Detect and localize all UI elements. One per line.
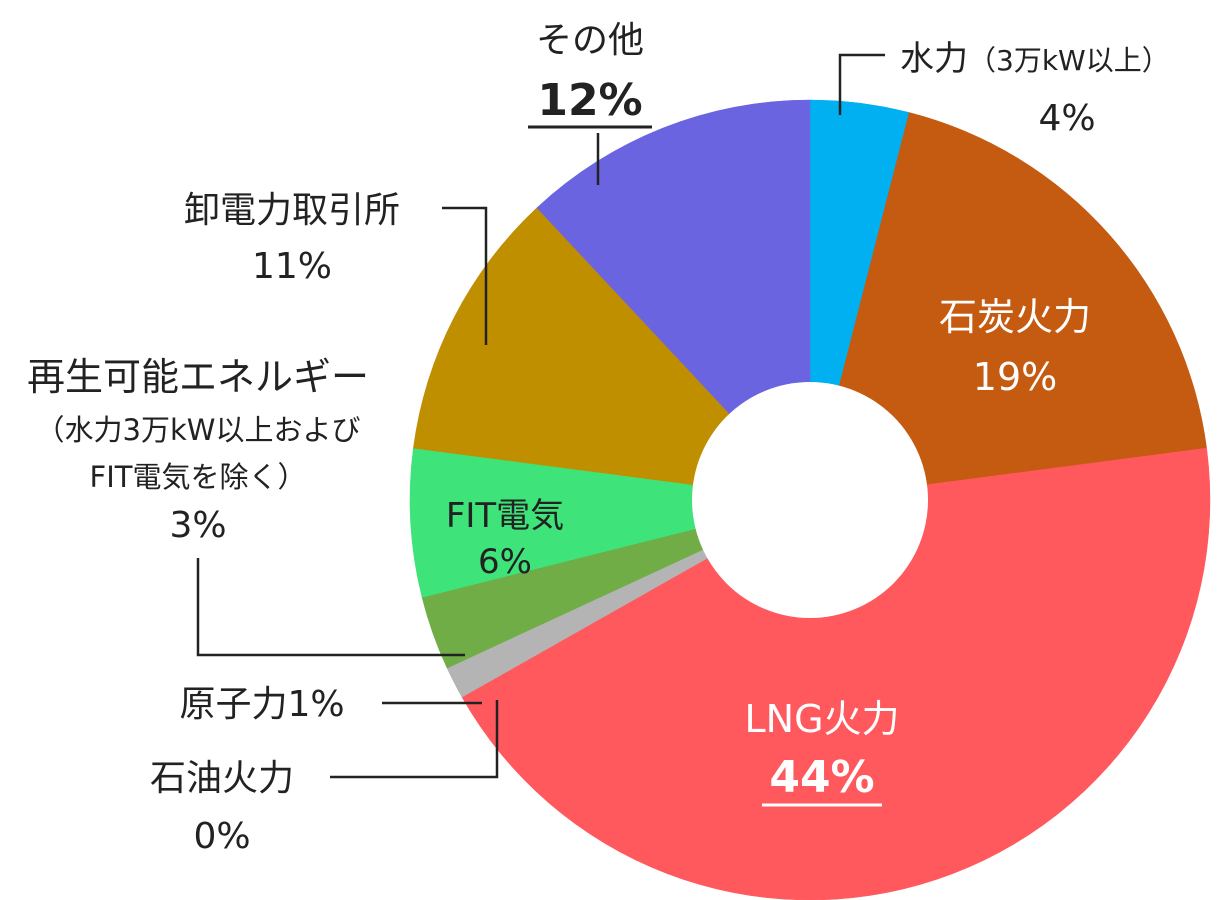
jepx-label: 卸電力取引所 (184, 190, 400, 231)
jepx-pct: 11% (252, 246, 332, 287)
hydro-pct: 4% (1038, 98, 1095, 139)
lng-pct: 44% (769, 752, 874, 803)
oil-pct: 0% (193, 816, 250, 857)
leader-hydro (838, 53, 885, 115)
other-label: その他 (536, 20, 644, 61)
hydro-label-line2: （3万kW以上） (968, 44, 1170, 77)
hydro-label: 水力（3万kW以上） (900, 39, 1170, 79)
lng-label: LNG火力 (744, 697, 899, 741)
slice-fit (409, 447, 811, 598)
slice-other (536, 99, 811, 501)
renewable-label-line2: （水力3万kW以上および (36, 413, 361, 447)
donut-hole (692, 382, 928, 618)
other-pct: 12% (537, 75, 642, 126)
fit-label: FIT電気 (446, 496, 564, 536)
leader-oil (330, 700, 499, 779)
slice-coal (809, 112, 1207, 501)
nuclear-label: 原子力1% (179, 684, 344, 725)
renewable-pct: 3% (169, 505, 226, 546)
slice-lng (461, 447, 1211, 900)
coal-label: 石炭火力 (939, 295, 1091, 339)
leader-jepx (442, 206, 488, 345)
slice-jepx (413, 207, 811, 501)
donut-slices (409, 99, 1211, 900)
oil-label: 石油火力 (150, 758, 294, 799)
leader-renewable (196, 558, 465, 657)
leader-lines (196, 53, 885, 779)
fit-pct: 6% (478, 542, 532, 582)
coal-pct: 19% (973, 355, 1057, 399)
hydro-label-line1: 水力 (900, 39, 968, 79)
renewable-label-line3: FIT電気を除く） (90, 460, 307, 494)
renewable-label-line1: 再生可能エネルギー (27, 355, 369, 399)
